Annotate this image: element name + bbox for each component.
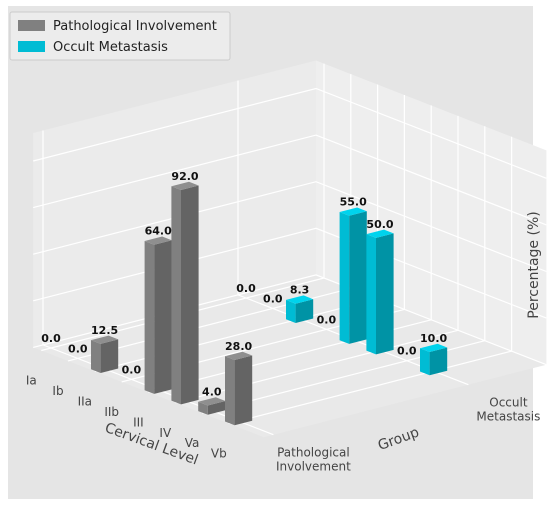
bar-0-7-top (225, 351, 253, 360)
bar-1-4-top (339, 207, 367, 216)
legend-swatch-pathological (18, 20, 45, 31)
bar-1-7-side (429, 347, 448, 376)
value-label: 12.5 (91, 324, 118, 337)
bar-1-5-top (366, 229, 394, 238)
value-label: 55.0 (340, 196, 367, 209)
gridline-y (42, 130, 274, 436)
legend-label-pathological: Pathological Involvement (53, 19, 217, 34)
x-tick-label: Vb (211, 447, 227, 461)
bar-1-2-top (286, 295, 314, 304)
gridline-x (201, 126, 486, 414)
value-label: 0.0 (236, 282, 256, 295)
gridline-z (33, 87, 547, 179)
x-tick-label: IV (159, 426, 172, 440)
bar-1-5-front (366, 234, 376, 355)
value-label: 64.0 (145, 225, 172, 238)
bars (91, 181, 448, 426)
legend: Pathological Involvement Occult Metastas… (9, 11, 231, 61)
bar-0-6-side (207, 401, 226, 415)
gridline-z (33, 134, 547, 226)
bar-0-4-top (144, 236, 172, 245)
bar-0-5-top (171, 181, 199, 190)
gridline-z (33, 181, 547, 273)
x-tick-label: III (133, 415, 144, 429)
bar-1-2-side (295, 299, 314, 323)
x-tick-label: Ib (52, 384, 63, 398)
bar-0-7-front (225, 356, 235, 426)
value-label: 0.0 (41, 332, 61, 345)
value-label: 28.0 (225, 340, 252, 353)
value-label: 92.0 (171, 170, 198, 183)
bar-0-7-side (234, 355, 253, 426)
bar-0-6-front (198, 401, 208, 415)
x-tick-label: Va (185, 436, 200, 450)
bar-1-5-side (376, 233, 394, 355)
value-label: 10.0 (420, 332, 447, 345)
value-label: 0.0 (68, 342, 88, 355)
bar-0-5-front (171, 186, 181, 405)
gridline-x (121, 95, 405, 383)
legend-box (9, 11, 231, 61)
bar-1-7-front (420, 348, 430, 376)
gridline-x (41, 63, 325, 352)
gridline-x (175, 115, 459, 404)
bar-0-2-top (91, 335, 119, 344)
x-tick-label: Ia (26, 374, 37, 388)
gridline-z (33, 227, 547, 319)
bar-0-2-side (100, 339, 119, 373)
value-label: 0.0 (317, 313, 337, 326)
bar-1-2-front (286, 299, 296, 323)
x-tick-label: IIa (78, 394, 92, 408)
bar-1-4-front (339, 212, 350, 344)
value-label: 0.0 (397, 345, 417, 358)
value-label: 50.0 (366, 218, 393, 231)
y-tick-label: Occult Metastasis (476, 396, 540, 424)
bar-0-4-front (144, 241, 155, 394)
y-tick-label: Pathological Involvement (276, 446, 351, 474)
value-label: 0.0 (263, 292, 283, 305)
tick-labels: Ia Ib IIa IIb III IV Va Vb Pathological Involveme… (26, 374, 541, 474)
legend-swatch-occult (18, 41, 45, 52)
z-axis-label: Percentage (%) (526, 211, 542, 318)
value-label: 0.0 (122, 363, 142, 376)
bar-0-2-front (91, 340, 101, 373)
gridline-z (33, 274, 547, 366)
value-label: 8.3 (290, 284, 310, 297)
legend-label-occult: Occult Metastasis (53, 40, 168, 55)
bar-0-6-top (198, 397, 226, 406)
x-tick-label: IIb (104, 405, 119, 419)
value-label: 4.0 (202, 385, 222, 398)
bar-1-4-side (349, 211, 367, 344)
bar-0-4-side (154, 240, 172, 394)
gridline-x (228, 136, 513, 425)
value-labels: 0.00.08.30.055.050.00.010.00.00.012.50.0… (41, 170, 447, 399)
gridlines (33, 63, 547, 436)
gridline-y (237, 80, 469, 386)
bar-1-7-top (420, 343, 448, 352)
bar-0-5-side (181, 185, 199, 405)
